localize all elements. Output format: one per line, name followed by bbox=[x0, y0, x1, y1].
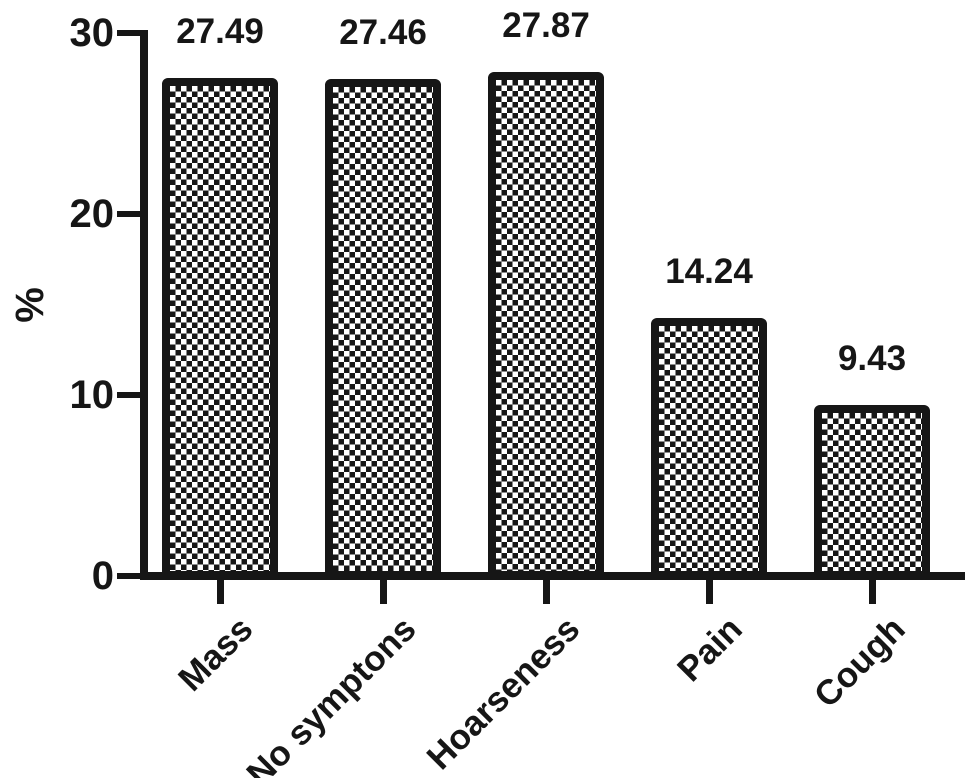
bar-value-label: 27.49 bbox=[176, 12, 264, 52]
y-tick-mark bbox=[117, 392, 140, 398]
bar-value-label: 9.43 bbox=[837, 339, 907, 379]
bar-value-label: 14.24 bbox=[665, 252, 753, 292]
x-tick-label-pain: Pain bbox=[670, 609, 750, 690]
bar-value-label: 27.46 bbox=[339, 12, 427, 52]
y-tick-mark bbox=[117, 30, 140, 36]
bar-hoarseness bbox=[488, 71, 604, 579]
x-tick-mark bbox=[217, 580, 224, 604]
y-tick-label: 0 bbox=[91, 554, 114, 598]
x-tick-label-mass: Mass bbox=[171, 609, 261, 699]
y-axis-title: % bbox=[8, 287, 52, 323]
x-tick-label-hoarseness: Hoarseness bbox=[418, 609, 587, 778]
bar-pain bbox=[651, 318, 767, 579]
x-tick-label-cough: Cough bbox=[806, 609, 913, 716]
y-tick-label: 10 bbox=[69, 373, 115, 417]
y-tick-label: 20 bbox=[69, 192, 115, 236]
bar-no-symptons bbox=[325, 78, 441, 579]
bar-value-label: 27.87 bbox=[502, 5, 590, 45]
y-tick-mark bbox=[117, 573, 140, 579]
x-tick-label-no-symptons: No symptons bbox=[239, 609, 424, 778]
y-tick-label: 30 bbox=[69, 11, 115, 55]
y-tick-mark bbox=[117, 211, 140, 217]
bar-cough bbox=[814, 405, 930, 579]
x-tick-mark bbox=[543, 580, 550, 604]
bar-mass bbox=[162, 78, 278, 579]
x-tick-mark bbox=[706, 580, 713, 604]
x-tick-mark bbox=[380, 580, 387, 604]
x-tick-mark bbox=[869, 580, 876, 604]
y-axis-line bbox=[140, 30, 148, 579]
